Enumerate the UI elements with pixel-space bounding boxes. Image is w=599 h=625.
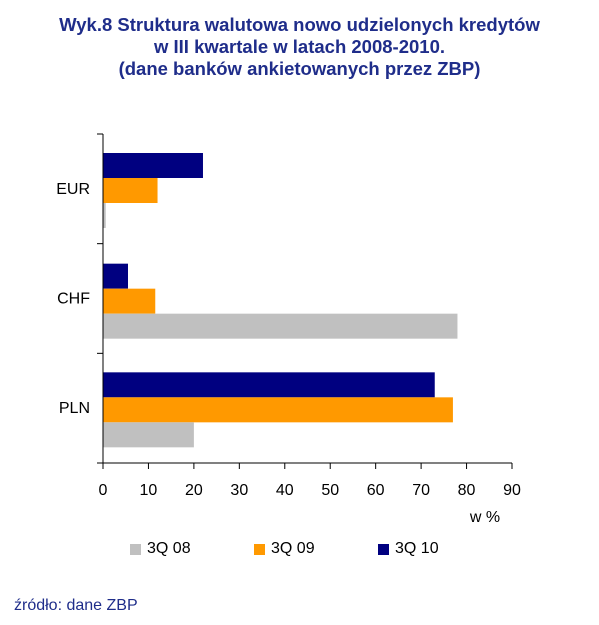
- legend-label-3q08: 3Q 08: [147, 540, 191, 557]
- bar-pln-3q10: [103, 372, 435, 398]
- bar-chf-3q10: [103, 263, 128, 289]
- legend-label-3q10: 3Q 10: [395, 540, 439, 557]
- x-tick-label: 60: [367, 482, 385, 499]
- legend-swatch-3q08: [130, 543, 141, 555]
- title-line-2: w III kwartale w latach 2008-2010.: [153, 36, 446, 57]
- category-label-pln: PLN: [59, 400, 90, 417]
- x-tick-label: 70: [412, 482, 430, 499]
- x-axis-label: w %: [469, 509, 500, 526]
- title-line-1: Wyk.8 Struktura walutowa nowo udzielonyc…: [59, 14, 540, 35]
- legend-item-3q09: 3Q 09: [254, 540, 315, 558]
- legend-item-3q10: 3Q 10: [378, 540, 439, 558]
- bar-chf-3q09: [103, 288, 156, 314]
- legend-swatch-3q10: [378, 543, 389, 555]
- legend-swatch-3q09: [254, 543, 265, 555]
- bar-eur-3q10: [103, 153, 203, 178]
- bar-eur-3q09: [103, 178, 158, 203]
- x-tick-label: 40: [276, 482, 294, 499]
- x-tick-label: 80: [458, 482, 476, 499]
- x-tick-label: 30: [230, 482, 248, 499]
- x-tick-label: 10: [140, 482, 158, 499]
- x-tick-label: 0: [99, 482, 108, 499]
- x-tick-label: 50: [321, 482, 339, 499]
- x-tick-label: 20: [185, 482, 203, 499]
- category-label-eur: EUR: [56, 181, 90, 198]
- bar-chf-3q08: [103, 313, 458, 339]
- legend-item-3q08: 3Q 08: [130, 540, 191, 558]
- legend-label-3q09: 3Q 09: [271, 540, 315, 557]
- x-tick-label: 90: [503, 482, 521, 499]
- bar-eur-3q08: [103, 203, 106, 228]
- title-line-3: (dane banków ankietowanych przez ZBP): [118, 58, 481, 79]
- source-note: źródło: dane ZBP: [14, 597, 138, 614]
- bar-pln-3q08: [103, 422, 194, 448]
- chart-title: Wyk.8 Struktura walutowa nowo udzielonyc…: [0, 14, 599, 80]
- legend: 3Q 08 3Q 09 3Q 10: [0, 540, 599, 560]
- bar-pln-3q09: [103, 397, 453, 423]
- category-label-chf: CHF: [57, 291, 90, 308]
